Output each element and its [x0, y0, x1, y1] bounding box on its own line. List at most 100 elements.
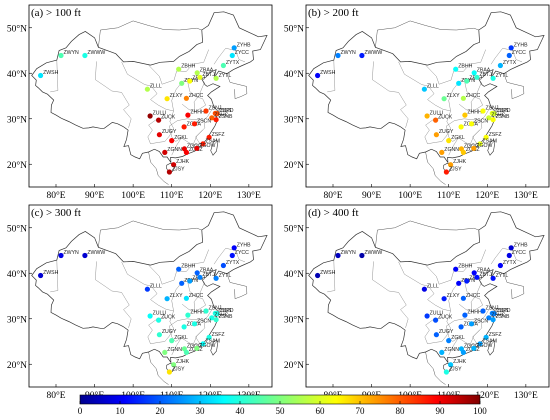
lon-tick-label: 130°E [514, 190, 538, 201]
station-label-zytl: ZYTL [219, 73, 232, 79]
lat-tick-label: 40°N [7, 269, 27, 280]
station-dot-zwyn [335, 252, 341, 259]
lon-tick-label: 100°E [398, 190, 422, 201]
station-label-zsss: ZSSS [218, 308, 232, 314]
map-frame [305, 4, 550, 188]
station-dot-zuck [156, 117, 162, 123]
colorbar-tick-label: 70 [356, 406, 366, 416]
lon-tick-label: 120°E [475, 190, 499, 201]
station-dot-zyhb [231, 45, 237, 51]
station-label-zshc: ZSHC [214, 312, 228, 318]
province-boundary [327, 60, 336, 93]
country-outline [308, 11, 545, 164]
station-dot-zhcc [460, 95, 466, 101]
station-label-zwyn: ZWYN [341, 250, 357, 256]
province-boundary [193, 282, 205, 312]
station-dot-zsfz [206, 334, 212, 340]
station-dot-zgha [458, 124, 464, 130]
station-label-zycc: ZYCC [235, 250, 249, 256]
station-dot-zytl [213, 275, 219, 281]
station-label-zgnn: ZGNN [444, 147, 459, 153]
station-dot-zgow [471, 345, 477, 351]
station-dot-zbtj [197, 74, 203, 80]
station-dot-zscn [191, 121, 198, 127]
station-dot-zspd [491, 311, 497, 317]
country-outline [31, 211, 268, 364]
province-boundary [469, 329, 480, 346]
station-label-zlxy: ZLXY [170, 293, 184, 299]
province-boundary [398, 61, 443, 110]
station-dot-zwyn [58, 252, 64, 259]
station-label-zyhb: ZYHB [514, 242, 528, 248]
station-label-zytx: ZYTX [503, 60, 517, 66]
station-label-zsnj: ZSNJ [209, 306, 222, 312]
station-label-zyhb: ZYHB [514, 42, 528, 48]
station-dot-zsnj [203, 108, 209, 114]
station-dot-zugy [433, 132, 439, 138]
station-dot-zsfz [483, 134, 489, 140]
station-dot-zsam [200, 141, 206, 147]
station-label-zugy: ZUGY [162, 329, 177, 335]
station-dot-zjhk [448, 162, 454, 168]
station-dot-zugy [156, 332, 162, 338]
station-label-zlxy: ZLXY [170, 93, 184, 99]
station-label-zwww: ZWWW [364, 250, 382, 256]
station-label-zwsh: ZWSH [43, 70, 59, 76]
station-dot-zgsz [460, 149, 466, 155]
stations: ZWYNZWWWZWSHZLLLZLXYZBHHZBYNZBSJZBAAZBTJ… [38, 42, 251, 175]
lat-tick-label: 40°N [7, 69, 27, 80]
station-label-zuck: ZUCK [161, 115, 176, 121]
coast-line [425, 351, 446, 385]
station-dot-zsfz [483, 334, 489, 340]
station-label-zsnb: ZSNB [219, 314, 233, 320]
map-frame [28, 204, 273, 388]
station-dot-zbyn [456, 280, 462, 286]
province-boundary [171, 137, 182, 156]
province-boundary [169, 318, 206, 346]
station-label-zwsh: ZWSH [43, 270, 59, 276]
station-dot-zuck [433, 117, 439, 123]
island-outline [487, 139, 496, 156]
station-dot-zscn [468, 321, 475, 327]
lat-tick-label: 20°N [7, 160, 27, 171]
map-frame [305, 204, 550, 388]
station-dot-zlll [144, 86, 150, 92]
station-label-zsnj: ZSNJ [209, 106, 222, 112]
station-dot-zsnj [203, 308, 209, 314]
station-label-zshc: ZSHC [491, 112, 505, 118]
colorbar-tick-label: 60 [316, 406, 326, 416]
station-dot-zlxy [441, 96, 447, 102]
station-label-zbtj: ZBTJ [202, 72, 215, 78]
station-label-zggg: ZGGG [187, 343, 202, 349]
station-dot-zbaa [194, 70, 200, 76]
station-label-zlxy: ZLXY [447, 293, 461, 299]
station-label-zgkl: ZGKL [451, 135, 465, 141]
province-boundary [446, 318, 483, 346]
station-label-zjsy: ZJSY [449, 367, 462, 373]
colorbar-tick-label: 10 [116, 406, 126, 416]
station-label-zgkl: ZGKL [174, 335, 188, 341]
border-line [226, 273, 248, 300]
lat-tick-label: 20°N [7, 360, 27, 371]
station-label-zuck: ZUCK [161, 315, 176, 321]
station-label-zhhh: ZHHH [190, 310, 205, 316]
station-label-zytl: ZYTL [219, 273, 232, 279]
station-dot-zlll [144, 286, 150, 292]
station-dot-zycc [506, 52, 512, 59]
station-label-zsam: ZSAM [206, 338, 220, 344]
station-label-zshc: ZSHC [214, 112, 228, 118]
lat-tick-label: 50°N [7, 23, 27, 34]
station-dot-zshc [486, 115, 492, 121]
station-dot-zycc [229, 52, 235, 59]
station-label-zggg: ZGGG [464, 143, 479, 149]
station-label-zuck: ZUCK [438, 315, 453, 321]
station-dot-zsam [200, 341, 206, 347]
station-label-zbtj: ZBTJ [479, 72, 492, 78]
station-label-zwww: ZWWW [87, 50, 105, 56]
province-boundary [425, 49, 486, 85]
colorbar-tick-label: 100 [473, 406, 487, 416]
map-frame [28, 4, 273, 188]
province-boundary [372, 261, 409, 328]
station-label-zgnn: ZGNN [444, 347, 459, 353]
province-boundary [424, 110, 451, 145]
